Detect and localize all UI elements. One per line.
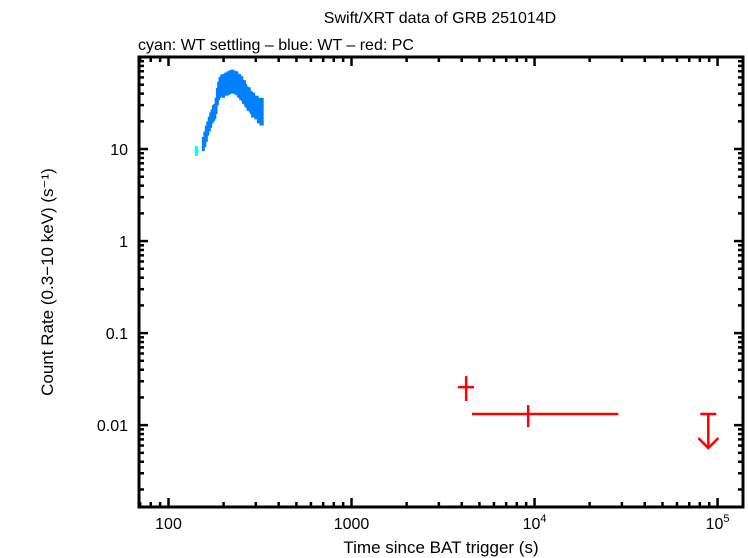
tick-labels: 100 1000 104 105 0.01 0.1 1 10 bbox=[97, 142, 730, 533]
y-tick-label: 1 bbox=[119, 234, 128, 251]
upper-limit-arrowhead bbox=[697, 437, 720, 450]
y-axis-label: Count Rate (0.3−10 keV) (s⁻¹) bbox=[38, 168, 57, 396]
x-tick-label: 104 bbox=[523, 513, 547, 533]
chart-subtitle: cyan: WT settling – blue: WT – red: PC bbox=[138, 37, 414, 54]
x-axis-label: Time since BAT trigger (s) bbox=[343, 538, 538, 557]
chart-title: Swift/XRT data of GRB 251014D bbox=[324, 10, 556, 27]
x-tick-label: 105 bbox=[706, 513, 730, 533]
axis-ticks bbox=[138, 57, 743, 507]
x-tick-label: 100 bbox=[155, 516, 182, 533]
data-marks bbox=[194, 69, 720, 450]
x-tick-label: 1000 bbox=[334, 516, 370, 533]
y-tick-label: 0.01 bbox=[97, 418, 128, 435]
plot-frame bbox=[137, 55, 745, 509]
y-tick-label: 10 bbox=[110, 142, 128, 159]
y-tick-label: 0.1 bbox=[106, 326, 128, 343]
